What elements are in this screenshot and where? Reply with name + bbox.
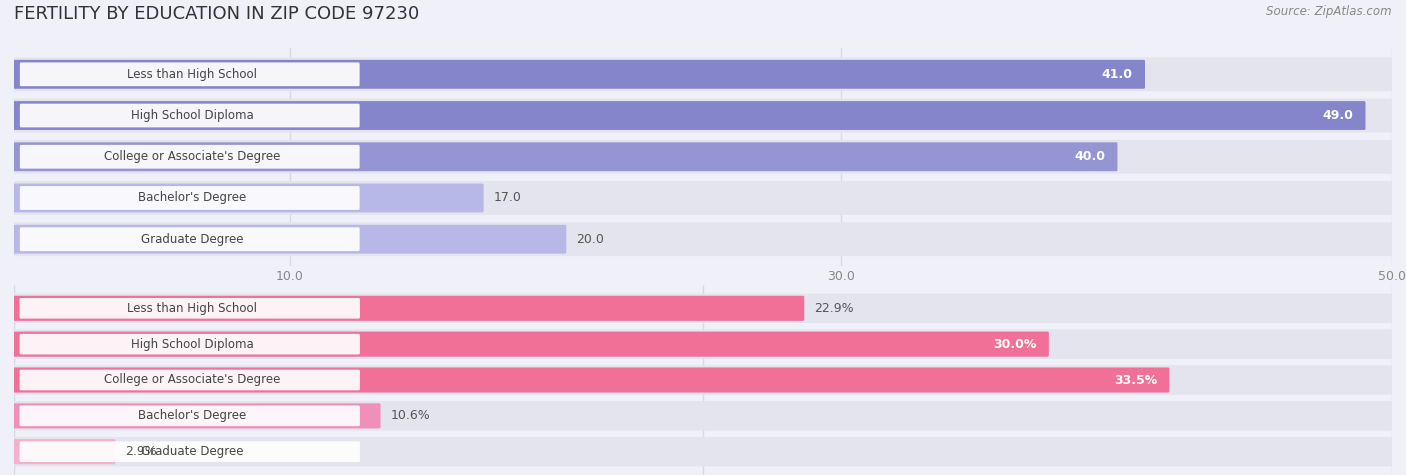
FancyBboxPatch shape <box>13 99 1393 133</box>
FancyBboxPatch shape <box>20 186 360 210</box>
FancyBboxPatch shape <box>13 101 1365 130</box>
FancyBboxPatch shape <box>13 296 804 321</box>
FancyBboxPatch shape <box>13 142 1118 171</box>
FancyBboxPatch shape <box>13 140 1393 174</box>
Text: 17.0: 17.0 <box>494 191 522 204</box>
Text: 41.0: 41.0 <box>1102 68 1133 81</box>
FancyBboxPatch shape <box>20 406 360 426</box>
Text: 33.5%: 33.5% <box>1114 373 1157 387</box>
FancyBboxPatch shape <box>20 334 360 354</box>
FancyBboxPatch shape <box>13 294 1393 323</box>
Text: 22.9%: 22.9% <box>814 302 853 315</box>
FancyBboxPatch shape <box>13 57 1393 91</box>
FancyBboxPatch shape <box>13 332 1049 357</box>
Text: High School Diploma: High School Diploma <box>131 338 254 351</box>
Text: Source: ZipAtlas.com: Source: ZipAtlas.com <box>1267 5 1392 18</box>
Text: High School Diploma: High School Diploma <box>131 109 254 122</box>
FancyBboxPatch shape <box>20 104 360 127</box>
FancyBboxPatch shape <box>20 298 360 319</box>
Text: 49.0: 49.0 <box>1323 109 1354 122</box>
FancyBboxPatch shape <box>13 60 1144 89</box>
FancyBboxPatch shape <box>13 368 1170 392</box>
FancyBboxPatch shape <box>20 62 360 86</box>
FancyBboxPatch shape <box>20 145 360 169</box>
Text: Graduate Degree: Graduate Degree <box>141 445 243 458</box>
Text: Bachelor's Degree: Bachelor's Degree <box>138 409 246 422</box>
Text: FERTILITY BY EDUCATION IN ZIP CODE 97230: FERTILITY BY EDUCATION IN ZIP CODE 97230 <box>14 5 419 23</box>
FancyBboxPatch shape <box>20 370 360 390</box>
Text: 2.9%: 2.9% <box>125 445 156 458</box>
Text: College or Associate's Degree: College or Associate's Degree <box>104 373 281 387</box>
FancyBboxPatch shape <box>13 222 1393 256</box>
Text: College or Associate's Degree: College or Associate's Degree <box>104 150 281 163</box>
Text: Less than High School: Less than High School <box>128 302 257 315</box>
Text: 40.0: 40.0 <box>1074 150 1105 163</box>
FancyBboxPatch shape <box>13 181 1393 215</box>
FancyBboxPatch shape <box>13 403 381 428</box>
FancyBboxPatch shape <box>20 228 360 251</box>
FancyBboxPatch shape <box>13 439 115 464</box>
FancyBboxPatch shape <box>13 183 484 212</box>
Text: Graduate Degree: Graduate Degree <box>141 233 243 246</box>
Text: Less than High School: Less than High School <box>128 68 257 81</box>
Text: 10.6%: 10.6% <box>391 409 430 422</box>
Text: 20.0: 20.0 <box>576 233 605 246</box>
FancyBboxPatch shape <box>20 441 360 462</box>
Text: Bachelor's Degree: Bachelor's Degree <box>138 191 246 204</box>
FancyBboxPatch shape <box>13 225 567 254</box>
FancyBboxPatch shape <box>13 330 1393 359</box>
FancyBboxPatch shape <box>13 401 1393 430</box>
Text: 30.0%: 30.0% <box>993 338 1036 351</box>
FancyBboxPatch shape <box>13 365 1393 395</box>
FancyBboxPatch shape <box>13 437 1393 466</box>
